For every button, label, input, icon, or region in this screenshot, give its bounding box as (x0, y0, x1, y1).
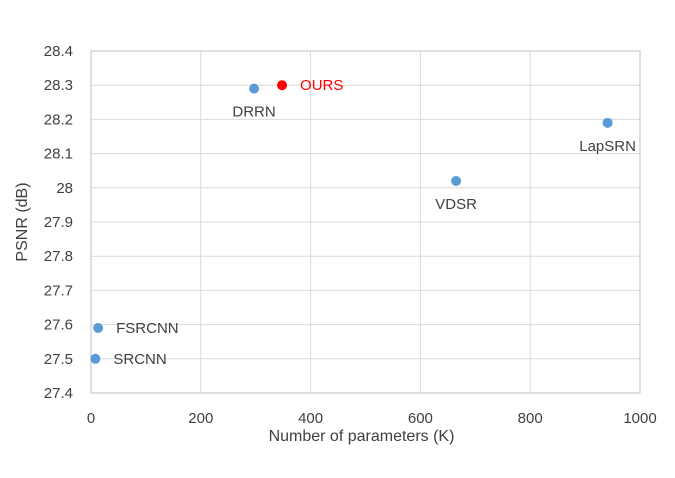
data-point-lapsrn (602, 117, 613, 128)
x-axis-title: Number of parameters (K) (269, 428, 455, 445)
y-tick-labels: 27.4 27.5 27.6 27.7 27.8 27.9 28 28.1 28.2 28.3 28… (44, 43, 73, 402)
y-tick-label: 28.4 (44, 43, 73, 60)
plot-frame (90, 50, 641, 394)
y-tick-label: 27.5 (44, 351, 73, 368)
y-tick-label: 28 (56, 180, 73, 197)
y-tick-label: 27.9 (44, 214, 73, 231)
point-label-srcnn: SRCNN (113, 351, 166, 368)
point-labels: SRCNN FSRCNN DRRN OURS VDSR LapSRN (113, 77, 636, 368)
x-tick-labels: 0 200 400 600 800 1000 (87, 410, 657, 427)
x-tick-label: 400 (298, 410, 323, 427)
y-tick-label: 28.1 (44, 146, 73, 163)
data-point-vdsr (451, 175, 462, 186)
point-label-drrn: DRRN (232, 104, 275, 121)
grid (90, 50, 641, 394)
point-label-lapsrn: LapSRN (579, 138, 636, 155)
x-tick-label: 600 (408, 410, 433, 427)
data-point-fsrcnn (93, 323, 104, 334)
y-tick-label: 27.6 (44, 317, 73, 334)
data-points (90, 80, 613, 364)
y-axis-title: PSNR (dB) (14, 182, 31, 261)
x-tick-label: 1000 (623, 410, 656, 427)
y-tick-label: 27.4 (44, 385, 73, 402)
y-tick-label: 27.7 (44, 282, 73, 299)
x-tick-label: 0 (87, 410, 95, 427)
data-point-srcnn (90, 353, 101, 364)
x-tick-label: 800 (518, 410, 543, 427)
x-tick-label: 200 (188, 410, 213, 427)
point-label-ours: OURS (300, 77, 343, 94)
y-tick-label: 28.3 (44, 77, 73, 94)
point-label-vdsr: VDSR (435, 196, 477, 213)
point-label-fsrcnn: FSRCNN (116, 320, 178, 337)
y-tick-label: 27.8 (44, 248, 73, 265)
y-tick-label: 28.2 (44, 111, 73, 128)
data-point-ours (277, 80, 288, 91)
data-point-drrn (249, 83, 260, 94)
